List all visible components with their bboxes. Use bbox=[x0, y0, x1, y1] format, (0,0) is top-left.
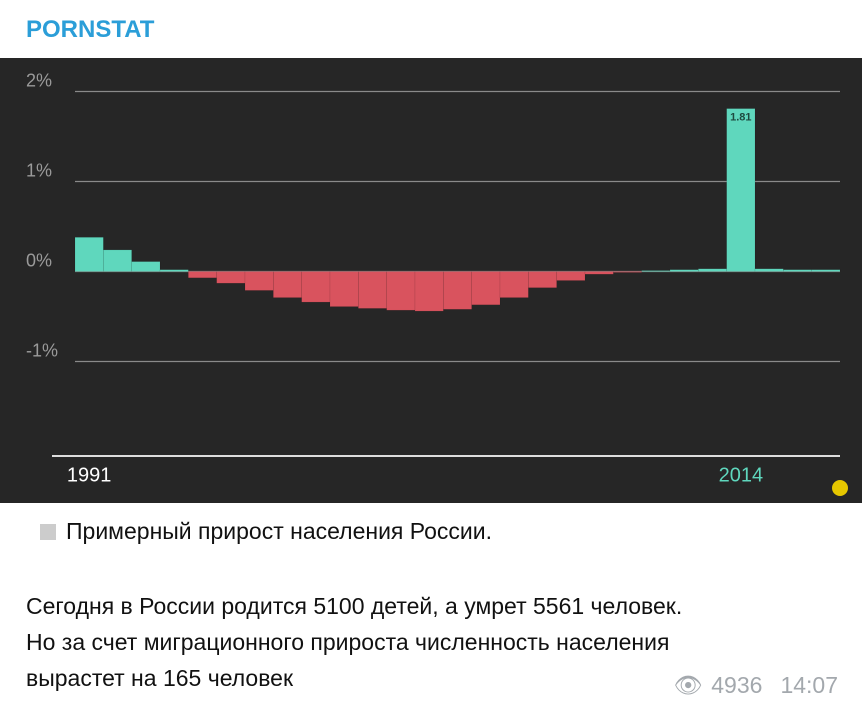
channel-name[interactable]: PORNSTAT bbox=[26, 16, 155, 43]
time: 14:07 bbox=[780, 672, 838, 698]
post-body: Сегодня в России родится 5100 детей, а у… bbox=[26, 588, 682, 696]
data-label: 1.81 bbox=[730, 112, 751, 124]
bar bbox=[216, 271, 246, 284]
bar bbox=[499, 271, 529, 298]
bar bbox=[783, 269, 812, 272]
caption-text: Примерный прирост населения России. bbox=[66, 518, 492, 544]
caption: Примерный прирост населения России. bbox=[40, 518, 492, 545]
bar bbox=[414, 271, 444, 312]
bar bbox=[358, 271, 387, 309]
body-line: Сегодня в России родится 5100 детей, а у… bbox=[26, 593, 683, 619]
post-meta: 👁 4936 14:07 bbox=[673, 672, 838, 698]
bar bbox=[471, 271, 501, 306]
bar bbox=[159, 269, 189, 272]
y-tick-label: 1% bbox=[26, 160, 52, 180]
y-tick-label: -1% bbox=[26, 340, 58, 360]
bar bbox=[528, 271, 557, 288]
views: 4936 bbox=[711, 672, 763, 698]
y-tick-label: 0% bbox=[26, 250, 52, 270]
bar bbox=[556, 271, 586, 281]
chart: -1% 0% 1% 2% 1991 2014 1.81 bbox=[0, 58, 862, 503]
bar bbox=[74, 237, 104, 272]
bar bbox=[103, 249, 132, 272]
x-tick-label: 2014 bbox=[719, 464, 764, 486]
y-tick-label: 2% bbox=[26, 70, 52, 90]
x-tick-label: 1991 bbox=[67, 464, 112, 486]
bar bbox=[811, 269, 841, 272]
bar bbox=[754, 268, 784, 272]
bar bbox=[273, 271, 302, 298]
bar bbox=[726, 108, 756, 272]
bar bbox=[188, 271, 217, 279]
bar bbox=[698, 268, 727, 272]
bar bbox=[669, 269, 699, 272]
body-line: Но за счет миграционного прироста числен… bbox=[26, 629, 670, 655]
logo-icon bbox=[832, 480, 848, 496]
bar bbox=[613, 271, 642, 273]
bar bbox=[301, 271, 331, 303]
body-line: вырастет на 165 человек bbox=[26, 665, 294, 691]
bar bbox=[329, 271, 359, 307]
bar bbox=[584, 271, 614, 275]
caption-icon bbox=[40, 524, 56, 540]
bar bbox=[244, 271, 274, 291]
bar bbox=[386, 271, 416, 311]
bar bbox=[131, 261, 161, 272]
bar bbox=[641, 270, 671, 272]
bar bbox=[443, 271, 472, 310]
